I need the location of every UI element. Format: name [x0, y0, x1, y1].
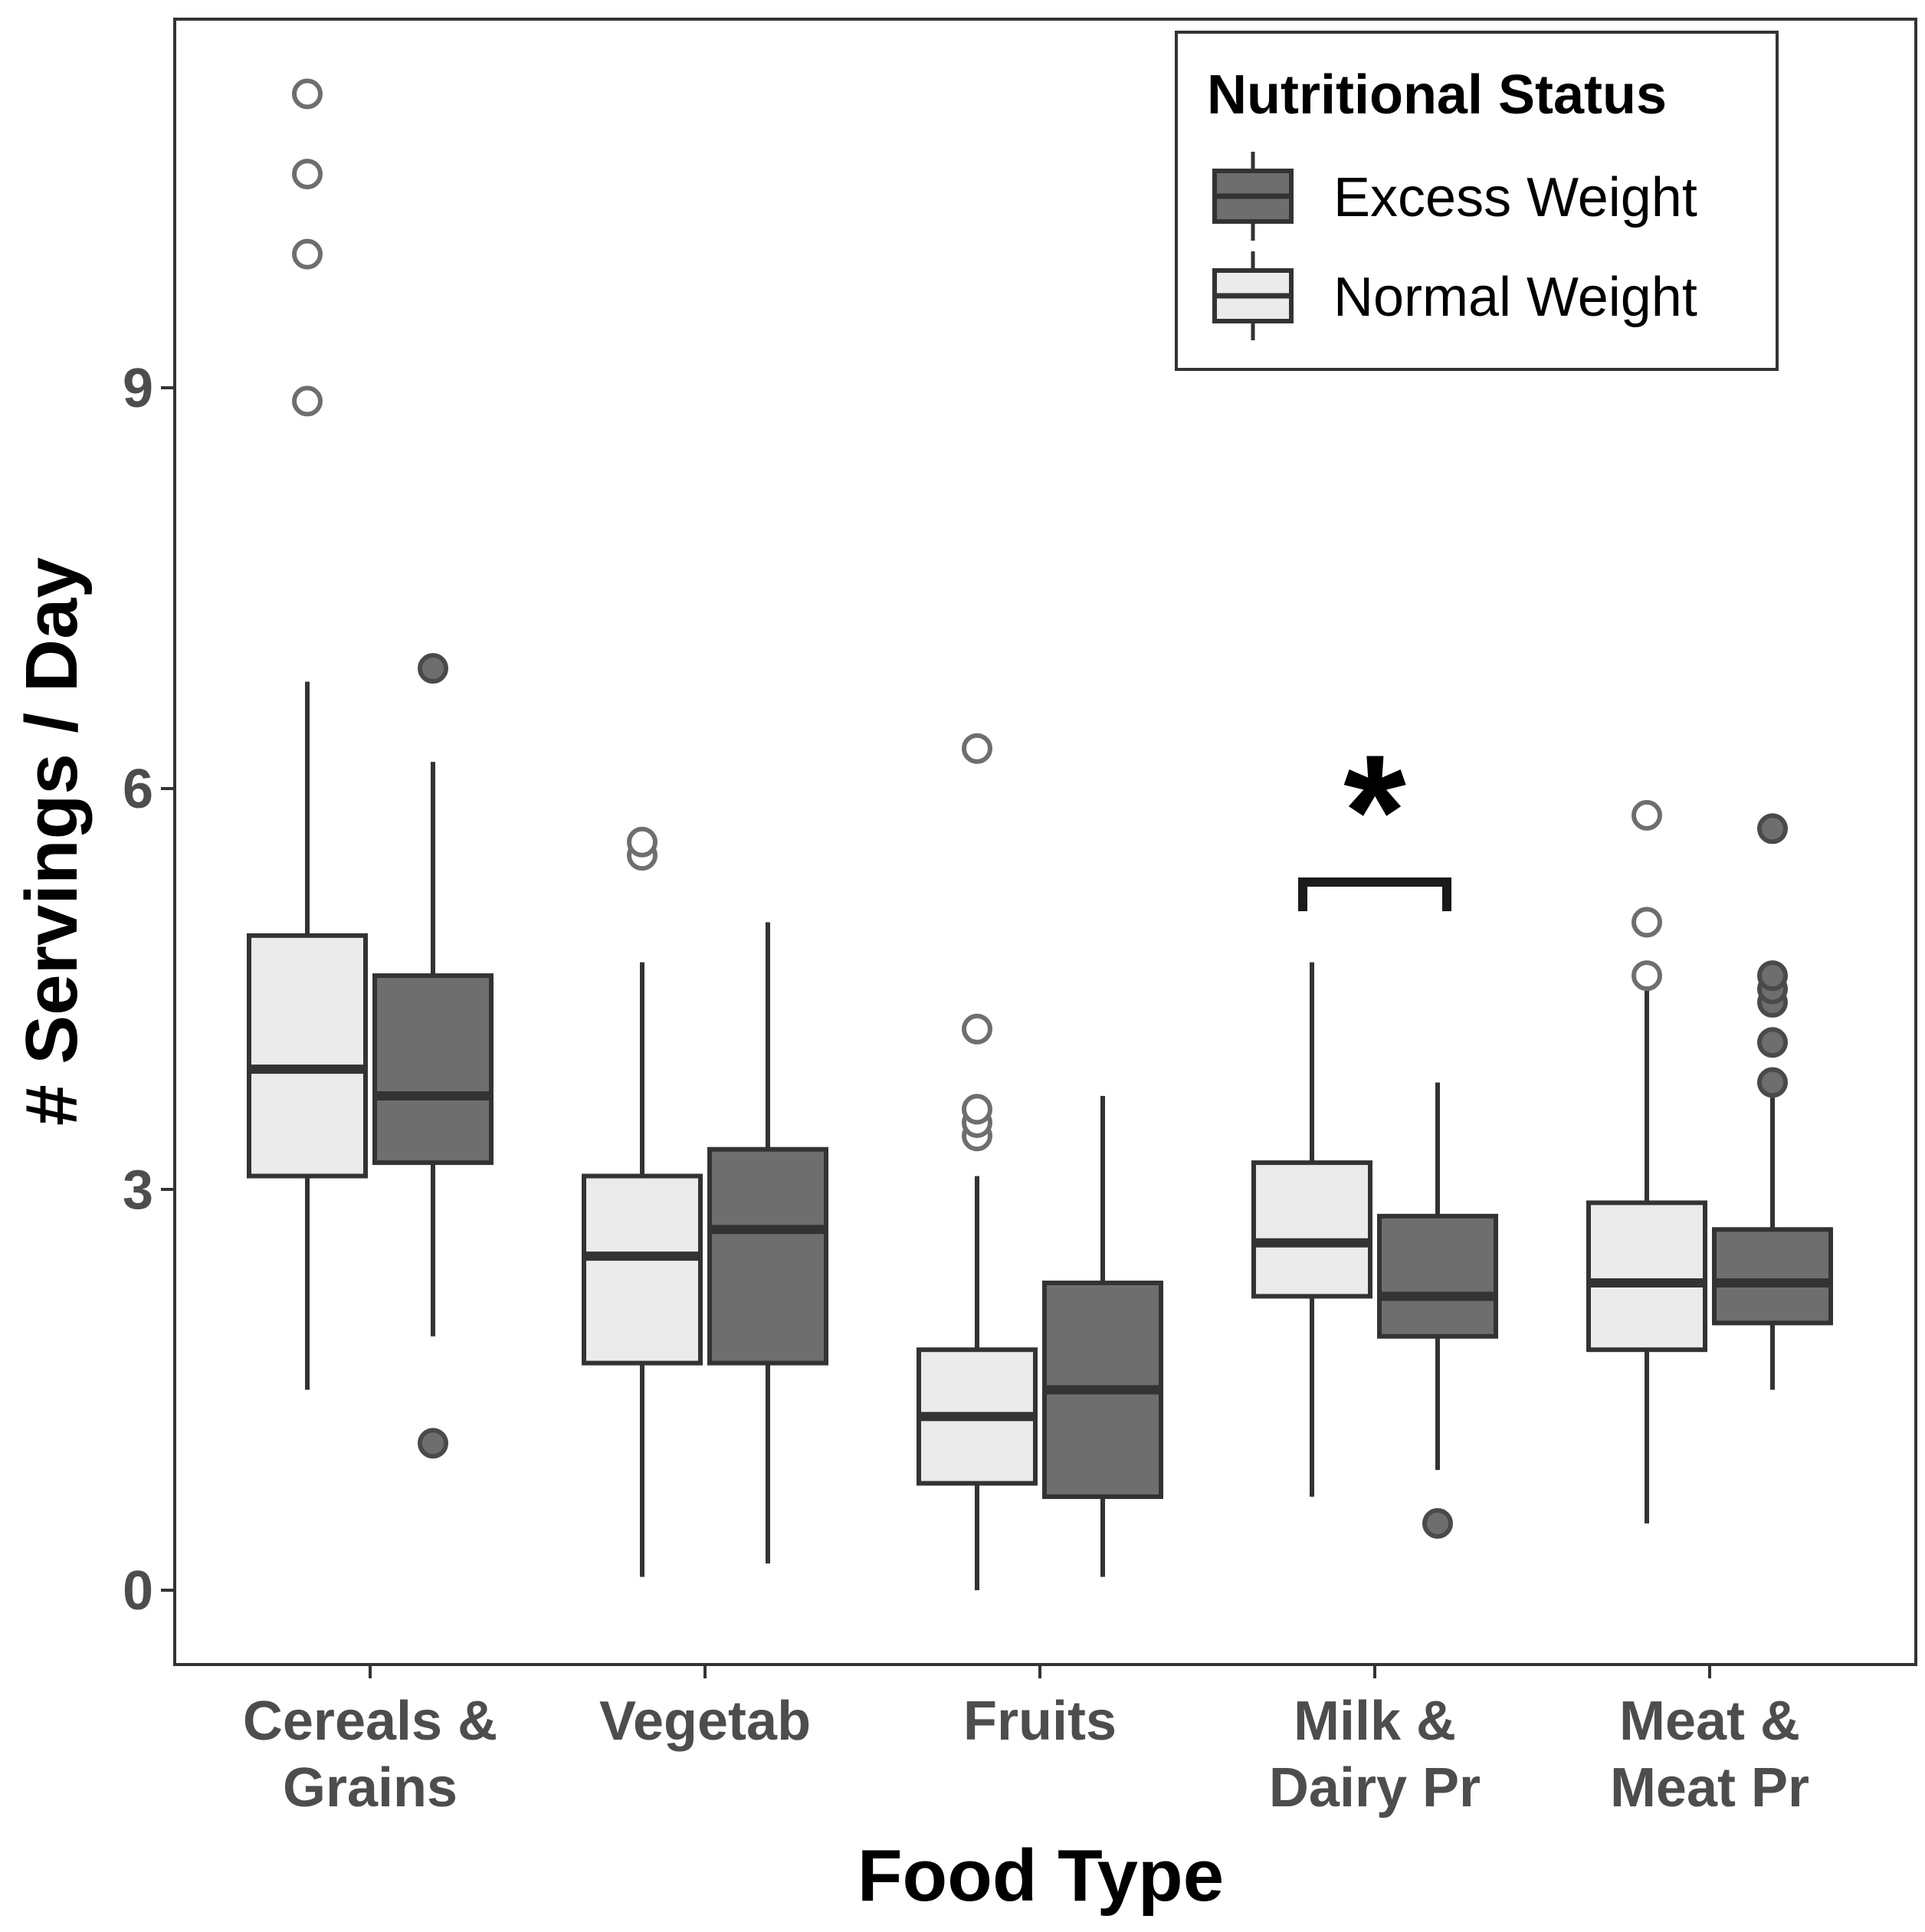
axes-layer: 0 3 6 9 Cereals &Grains Vegetab Fruits Milk &Da… [123, 358, 1809, 1819]
outlier-point [1757, 1067, 1788, 1098]
y-tick-label: 6 [123, 759, 153, 820]
outlier-point [1631, 960, 1662, 992]
box [1251, 1160, 1372, 1299]
x-tick-label: Milk & [1294, 1691, 1456, 1752]
y-tick-label: 3 [123, 1160, 153, 1221]
boxplot-excess-weight [707, 922, 828, 1564]
outlier-point [418, 653, 448, 684]
outlier-point [1757, 813, 1788, 845]
legend-entry-label: Normal Weight [1333, 267, 1697, 328]
outlier-point [418, 1428, 448, 1459]
box [372, 973, 494, 1166]
significance-bracket [1298, 877, 1451, 912]
box [707, 1146, 828, 1366]
box [1586, 1200, 1707, 1353]
outlier-point [1631, 799, 1662, 831]
outlier-point [1422, 1507, 1453, 1539]
boxplot-excess-weight [1377, 1082, 1498, 1539]
legend-title: Nutritional Status [1207, 64, 1667, 126]
y-tick-label: 9 [123, 358, 153, 419]
boxes-layer [247, 78, 1833, 1590]
x-axis-title: Food Type [858, 1835, 1224, 1917]
x-tick-label: Meat Pr [1610, 1757, 1809, 1819]
outlier-point [292, 78, 323, 110]
legend-entry-label: Excess Weight [1333, 167, 1697, 228]
boxplot-normal-weight [247, 78, 368, 1390]
boxplot-excess-weight [372, 653, 494, 1459]
legend-entries: Excess Weight Normal Weight [1212, 152, 1697, 340]
outlier-point [292, 159, 323, 190]
x-tick-label: Vegetab [599, 1691, 811, 1752]
x-tick-label: Meat & [1619, 1691, 1800, 1752]
y-tick-label: 0 [123, 1560, 153, 1622]
annotation-layer: * [1298, 721, 1451, 912]
outlier-point [962, 1013, 992, 1045]
box [247, 933, 368, 1179]
x-tick-label: Fruits [963, 1691, 1117, 1752]
outlier-point [962, 733, 992, 764]
outlier-point [292, 385, 323, 417]
legend-entry: Normal Weight [1212, 251, 1697, 340]
boxplot-normal-weight [1251, 962, 1372, 1497]
significance-marker: * [1343, 721, 1406, 901]
outlier-point [1631, 907, 1662, 938]
box [582, 1173, 703, 1366]
x-tick-label: Cereals & [243, 1691, 497, 1752]
boxplot-normal-weight [582, 826, 703, 1577]
plot-panel [173, 18, 1917, 1666]
box [1712, 1227, 1833, 1326]
legend-entry: Excess Weight [1212, 152, 1697, 241]
x-tick-label: Grains [283, 1757, 457, 1819]
x-tick-label: Dairy Pr [1269, 1757, 1481, 1819]
box [1377, 1213, 1498, 1339]
outlier-point [292, 238, 323, 270]
boxplot-excess-weight [1042, 1095, 1163, 1577]
boxplot-normal-weight [917, 733, 1038, 1590]
outlier-point [627, 826, 658, 858]
outlier-point [1757, 960, 1788, 992]
boxplot-normal-weight [1586, 799, 1707, 1524]
y-axis-title: # Servings / Day [11, 557, 93, 1126]
legend: Nutritional Status Excess Weight Normal W… [1175, 31, 1779, 371]
outlier-point [962, 1094, 992, 1125]
outlier-point [1757, 1027, 1788, 1058]
boxplot-excess-weight [1712, 813, 1833, 1390]
